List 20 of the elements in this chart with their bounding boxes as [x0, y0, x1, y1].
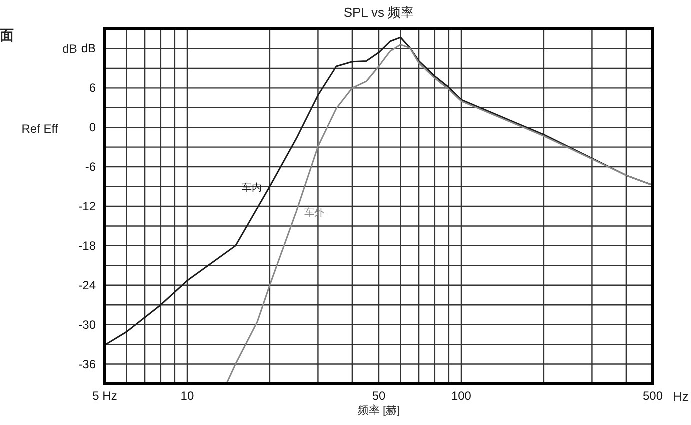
y-tick-label: -36 — [78, 357, 96, 372]
text: dB — [62, 42, 78, 56]
x-tick-label: 50 — [372, 389, 386, 403]
y-tick-label: -12 — [78, 200, 96, 214]
x-tick-label: 100 — [451, 389, 472, 403]
text: 面 — [0, 27, 14, 43]
chart-title: SPL vs 频率 — [344, 5, 414, 20]
x-tick-label: 5 Hz — [92, 389, 118, 403]
x-tick-label: 500 — [642, 389, 664, 403]
x-tick-label: 10 — [180, 389, 194, 403]
y-tick-label: 6 — [89, 81, 96, 96]
y-tick-label: -18 — [78, 238, 96, 253]
y-tick-label: -6 — [85, 160, 96, 174]
x-axis-title: 频率 [赫] — [358, 404, 400, 417]
text: Hz — [673, 389, 689, 404]
text: Ref Eff — [22, 122, 59, 136]
y-tick-label: dB — [81, 42, 96, 56]
y-tick-label: 0 — [89, 120, 96, 135]
y-tick-label: -24 — [78, 278, 96, 292]
y-tick-label: -30 — [78, 318, 96, 332]
